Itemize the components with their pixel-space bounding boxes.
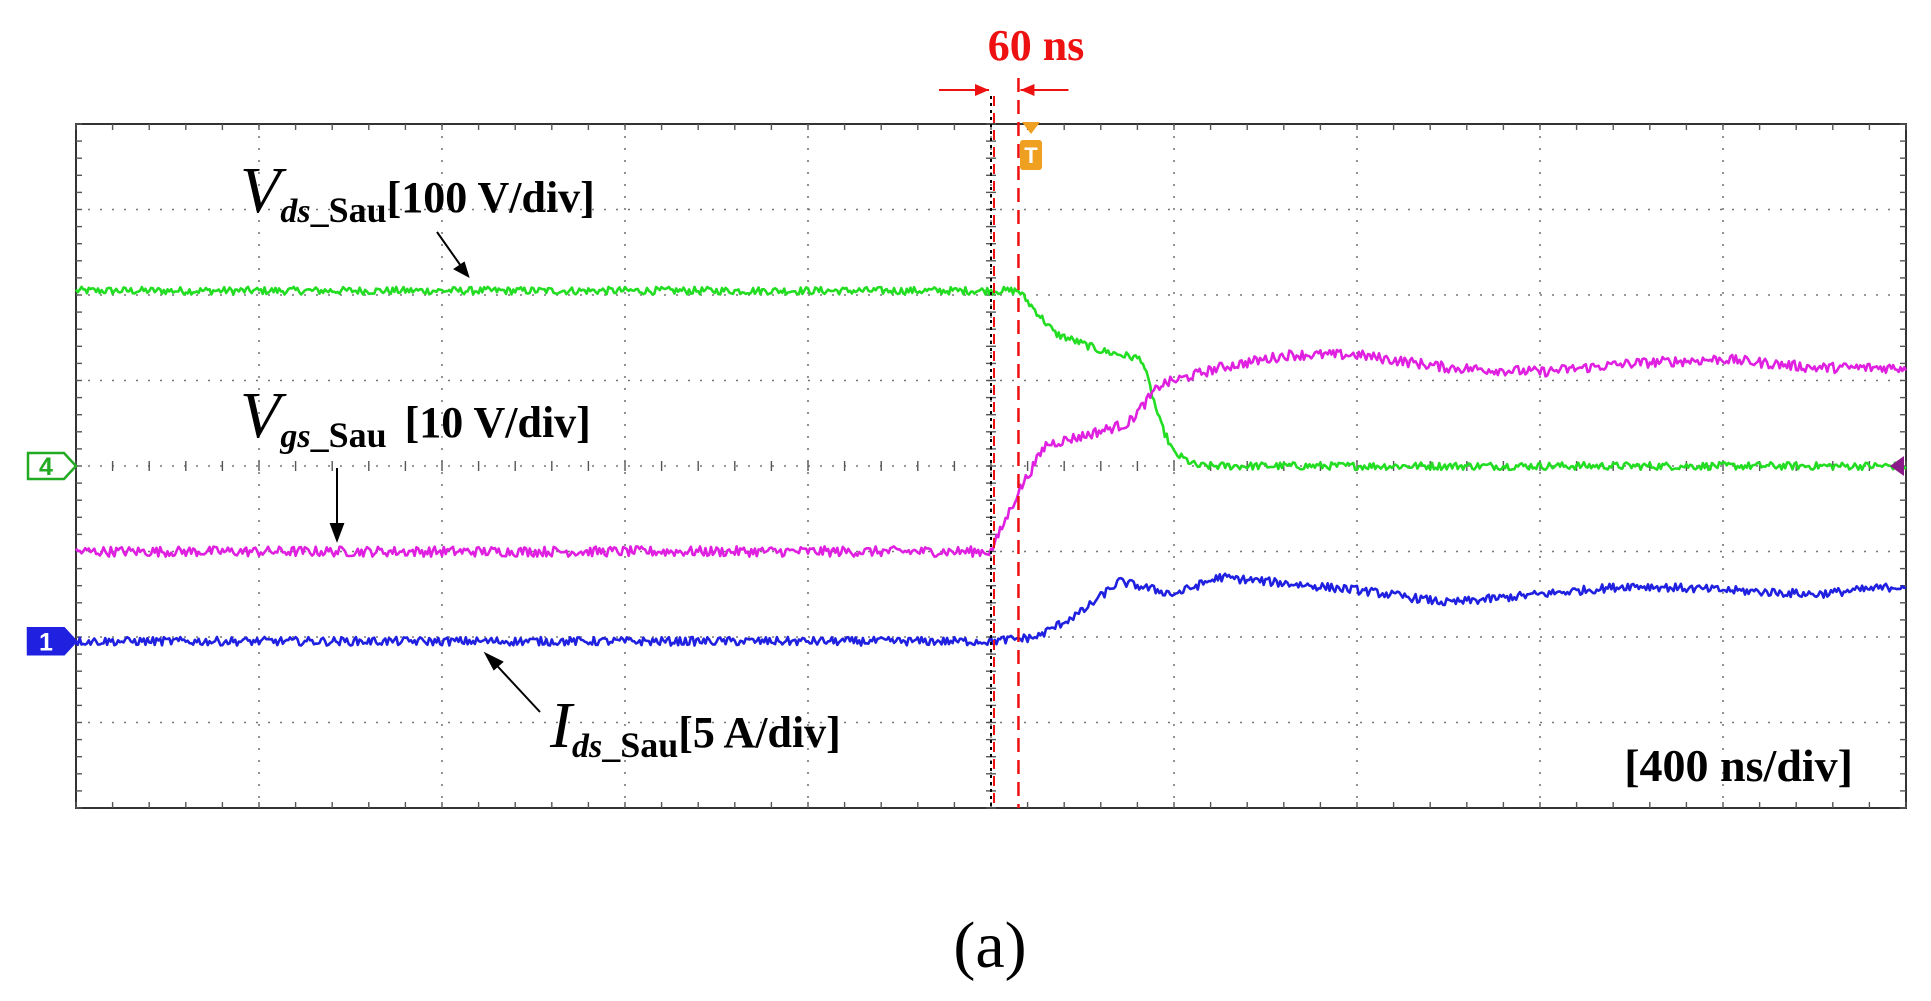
vgs-label: Vgs_Sau [10 V/div] (240, 379, 591, 455)
delta-arrowhead-right (1020, 84, 1035, 96)
vds-suffix: _Sau (310, 190, 387, 230)
delta-time-label: 60 ns (988, 21, 1085, 70)
trace-vds-sau (74, 285, 1907, 472)
channel-1-marker: 1 (26, 627, 78, 656)
figure-caption: (a) (953, 909, 1026, 982)
cursors (990, 78, 1020, 808)
timebase-label: [400 ns/div] (1624, 740, 1853, 791)
ids-scale: [5 A/div] (678, 708, 841, 757)
trace-vgs-sau (74, 348, 1908, 558)
right-level-marker (1890, 456, 1904, 476)
vgs-subscript: gs (279, 418, 310, 455)
channel-1-label: 1 (39, 628, 53, 656)
channel-4-marker: 4 (26, 451, 78, 481)
vgs-suffix: _Sau (310, 415, 387, 455)
channel-markers: 41 (26, 451, 1904, 656)
ids-label: Ids_Sau[5 A/div] (549, 689, 841, 765)
trigger-label: T (1024, 143, 1038, 168)
vds-symbol: V (240, 154, 287, 227)
channel-4-label: 4 (39, 453, 53, 481)
vgs-symbol: V (240, 379, 287, 452)
trigger-marker: T (1020, 122, 1042, 170)
vds-subscript: ds (280, 193, 310, 230)
delta-time-arrows (939, 84, 1069, 96)
delta-arrowhead-left (975, 84, 989, 96)
vds-scale: [100 V/div] (387, 173, 595, 222)
ids-subscript: ds (572, 728, 602, 765)
ids-suffix: _Sau (601, 725, 678, 765)
vgs-scale: [10 V/div] (405, 398, 591, 447)
vds-label: Vds_Sau[100 V/div] (240, 154, 595, 230)
ids-symbol: I (549, 689, 575, 762)
label-arrows (329, 231, 541, 713)
